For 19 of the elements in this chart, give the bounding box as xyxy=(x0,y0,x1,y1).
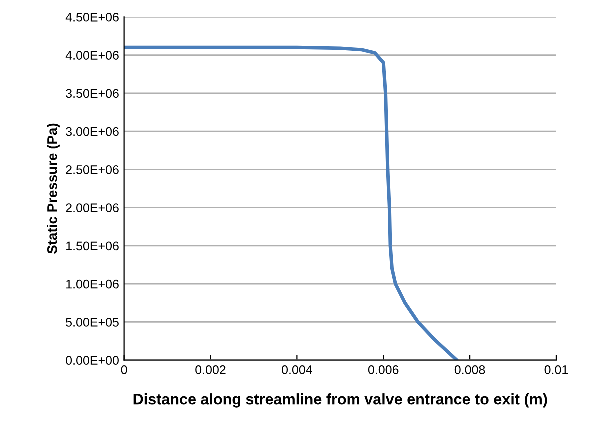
x-tick-label: 0.002 xyxy=(196,366,226,374)
y-axis-title: Static Pressure (Pa) xyxy=(47,124,60,254)
y-tick-label: 4.50E+06 xyxy=(66,12,119,22)
y-tick-label: 0.00E+00 xyxy=(66,356,119,366)
x-axis-title: Distance along streamline from valve entrance to exit (m) xyxy=(134,394,548,408)
y-tick-label: 2.50E+06 xyxy=(66,165,119,174)
y-tick-label: 5.00E+05 xyxy=(66,318,119,327)
y-tick-label: 3.00E+06 xyxy=(66,127,119,136)
line-series xyxy=(124,46,459,360)
x-tick-label: 0.01 xyxy=(544,366,568,374)
y-tick-label: 2.00E+06 xyxy=(66,204,119,212)
y-tick-label: 1.50E+06 xyxy=(66,242,119,251)
y-tick-label: 3.50E+06 xyxy=(66,89,119,98)
y-tick-label: 1.00E+06 xyxy=(66,280,119,289)
x-tick-label: 0.006 xyxy=(368,366,399,374)
x-tick-label: 0 xyxy=(121,366,128,374)
x-tick-label: 0.004 xyxy=(282,366,312,374)
y-tick-label: 4.00E+06 xyxy=(66,51,119,60)
x-tick-label: 0.008 xyxy=(454,366,486,374)
